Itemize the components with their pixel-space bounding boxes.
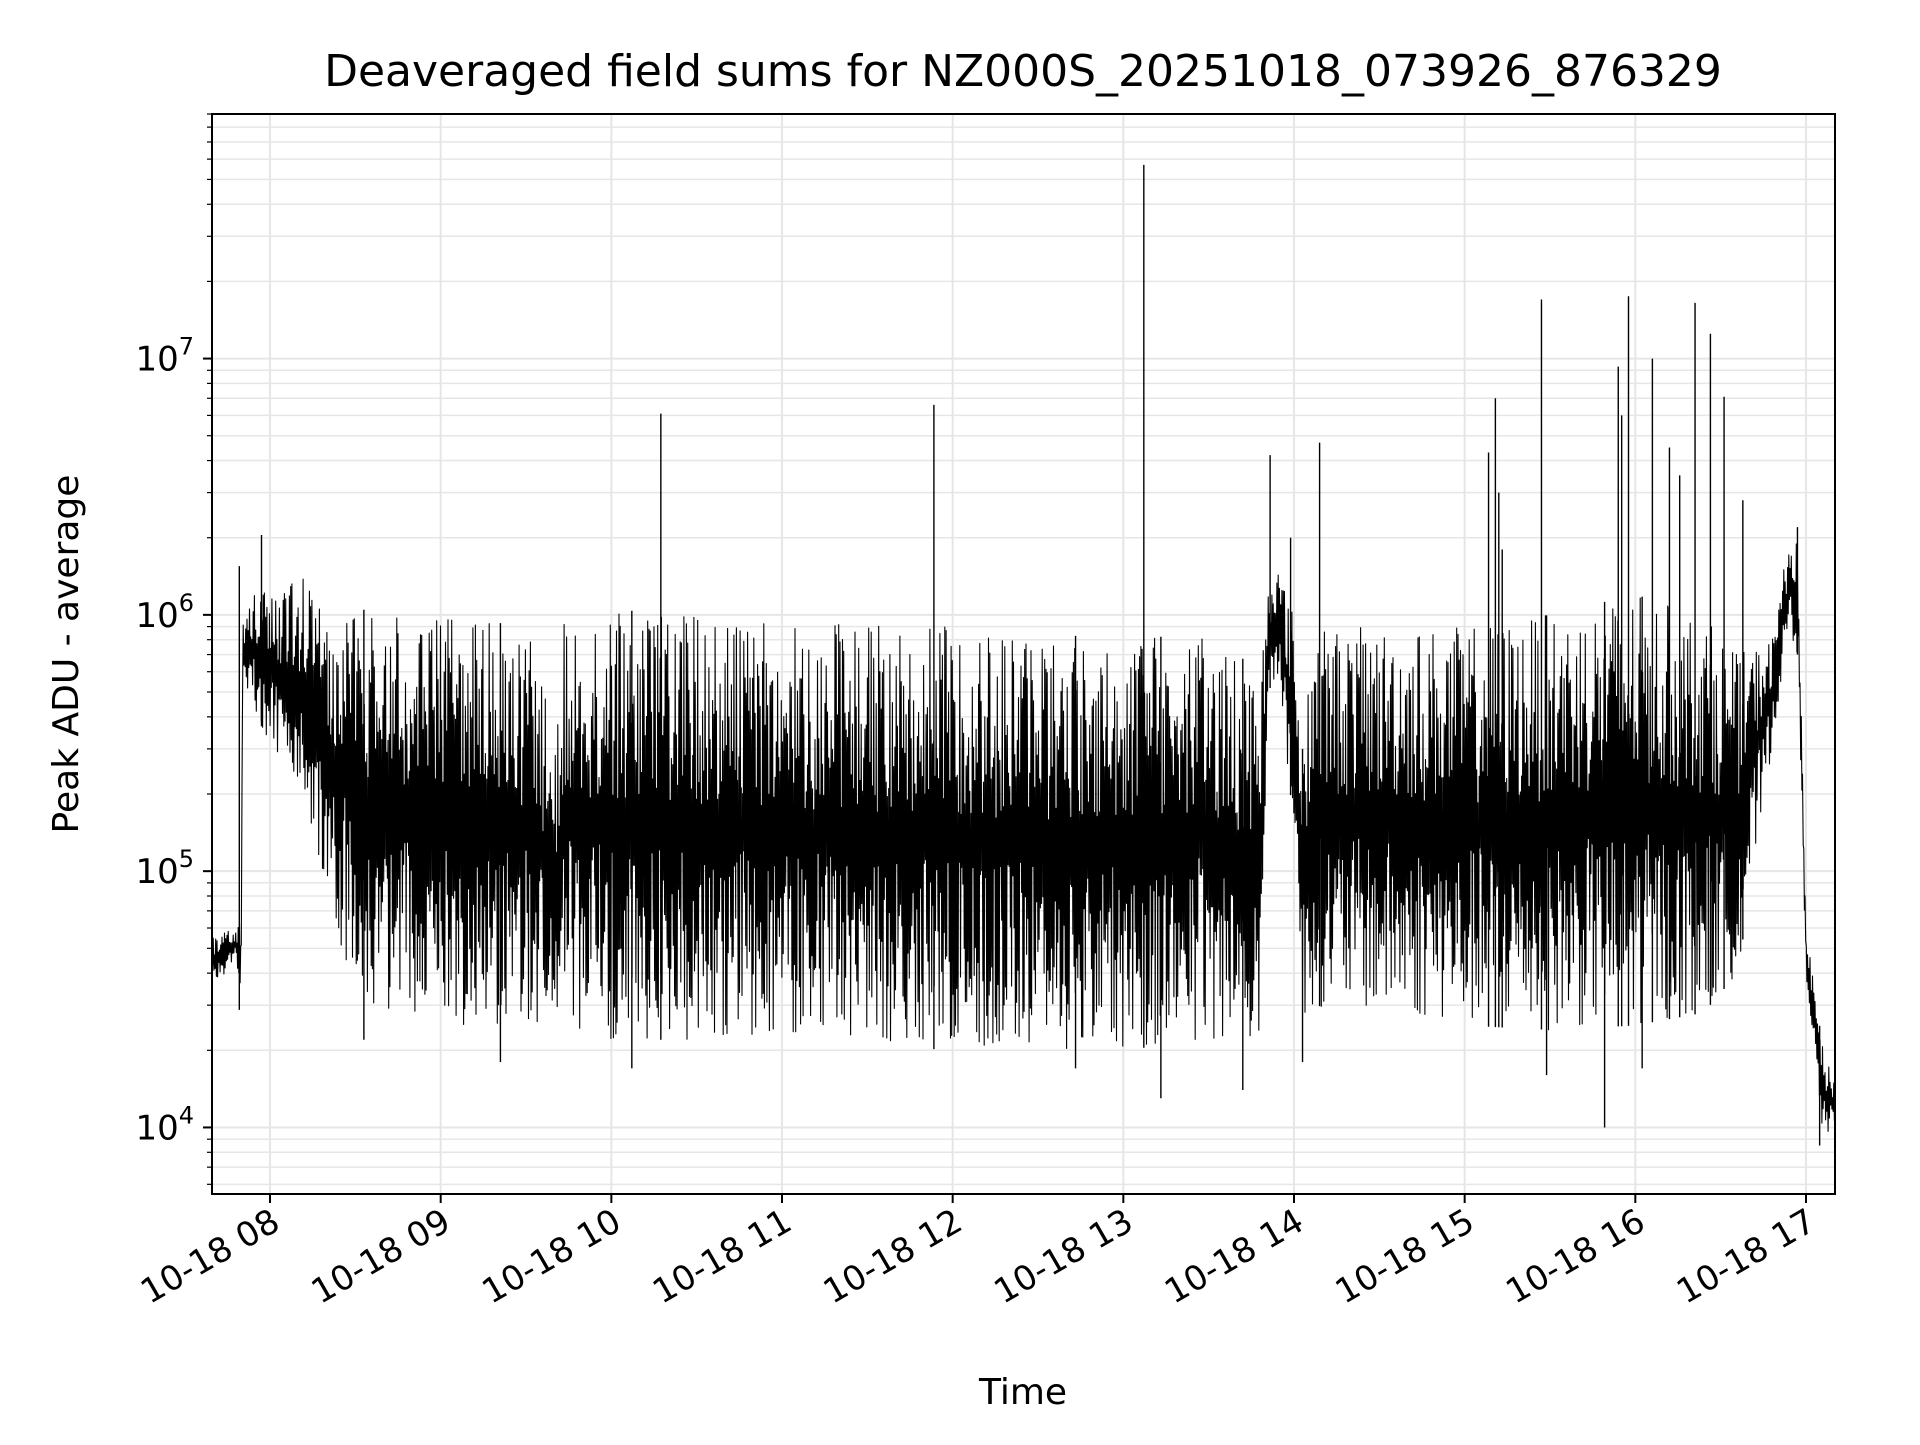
y-tick-label: 106 bbox=[135, 589, 194, 636]
data-layer bbox=[211, 164, 1836, 1146]
y-axis-label: Peak ADU - average bbox=[46, 475, 87, 834]
y-tick-label: 105 bbox=[135, 845, 194, 892]
x-axis-label: Time bbox=[978, 1372, 1067, 1413]
chart-title: Deaveraged field sums for NZ000S_2025101… bbox=[324, 46, 1722, 97]
y-tick-label: 104 bbox=[135, 1101, 194, 1148]
series-line bbox=[211, 543, 1836, 1132]
y-tick-label: 107 bbox=[135, 333, 194, 380]
